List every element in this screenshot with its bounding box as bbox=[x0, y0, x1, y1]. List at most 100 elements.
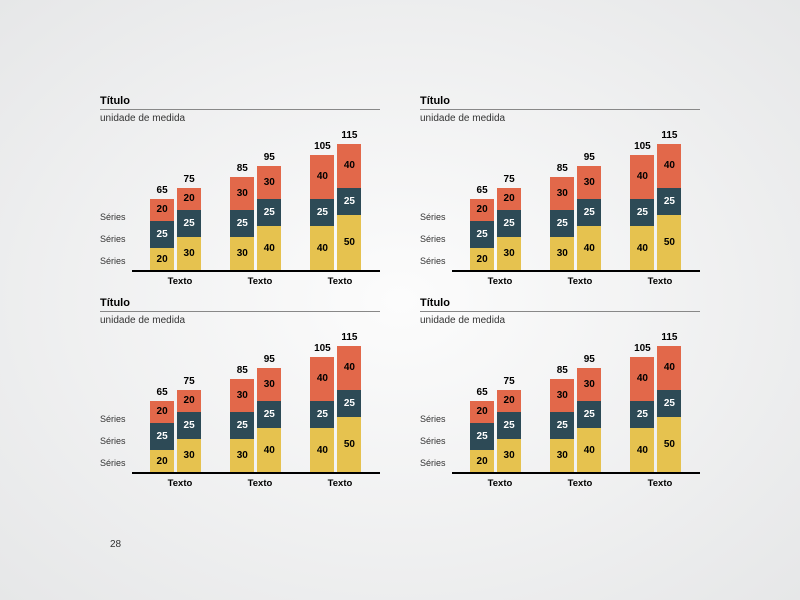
bar-segment: 40 bbox=[337, 346, 361, 390]
bar-segment: 25 bbox=[470, 423, 494, 451]
bar-total-label: 105 bbox=[310, 141, 334, 152]
stacked-bar: 20252065 bbox=[150, 199, 174, 271]
plot-area: SériesSériesSéries2025206530252075302530… bbox=[100, 332, 380, 474]
bar-segment: 30 bbox=[257, 368, 281, 401]
stacked-bar: 30252075 bbox=[177, 188, 201, 271]
bar-segment: 20 bbox=[150, 401, 174, 423]
page-number: 28 bbox=[110, 539, 121, 550]
bar-segment: 25 bbox=[150, 221, 174, 249]
plot: 2025206530252075302530854025309540254010… bbox=[132, 130, 380, 272]
series-label: Séries bbox=[420, 436, 446, 446]
bar-segment: 30 bbox=[497, 237, 521, 270]
title-rule bbox=[100, 311, 380, 312]
stacked-bar: 402540105 bbox=[630, 155, 654, 271]
bar-segment: 40 bbox=[337, 144, 361, 188]
bar-total-label: 95 bbox=[257, 354, 281, 365]
x-axis-labels: TextoTextoTexto bbox=[420, 478, 700, 489]
stacked-bar: 30252075 bbox=[497, 390, 521, 473]
x-axis-labels: TextoTextoTexto bbox=[420, 276, 700, 287]
stacked-bar: 40253095 bbox=[577, 368, 601, 473]
bar-segment: 30 bbox=[550, 177, 574, 210]
chart-title: Título bbox=[100, 95, 380, 107]
stacked-bar: 402540105 bbox=[630, 357, 654, 473]
bar-segment: 40 bbox=[257, 428, 281, 472]
bar-total-label: 65 bbox=[150, 387, 174, 398]
bar-segment: 25 bbox=[657, 390, 681, 418]
bar-total-label: 85 bbox=[230, 163, 254, 174]
bar-total-label: 115 bbox=[337, 332, 361, 343]
series-label: Séries bbox=[100, 436, 126, 446]
plot: 2025206530252075302530854025309540254010… bbox=[452, 332, 700, 474]
bar-segment: 25 bbox=[230, 412, 254, 440]
chart-title: Título bbox=[100, 297, 380, 309]
bar-segment: 20 bbox=[150, 199, 174, 221]
chart-subtitle: unidade de medida bbox=[100, 315, 380, 326]
bar-segment: 30 bbox=[230, 379, 254, 412]
bar-segment: 25 bbox=[150, 423, 174, 451]
bar-segment: 20 bbox=[177, 390, 201, 412]
bar-segment: 25 bbox=[310, 401, 334, 429]
bar-segment: 40 bbox=[310, 226, 334, 270]
x-axis-label: Texto bbox=[488, 478, 513, 489]
series-label: Séries bbox=[100, 234, 126, 244]
bar-segment: 20 bbox=[497, 390, 521, 412]
bar-total-label: 115 bbox=[657, 332, 681, 343]
stacked-bar-chart: Títulounidade de medidaSériesSériesSérie… bbox=[420, 297, 700, 489]
bar-total-label: 65 bbox=[470, 185, 494, 196]
bar-segment: 20 bbox=[150, 450, 174, 472]
bar-group: 3025308540253095 bbox=[550, 368, 601, 473]
x-axis-labels: TextoTextoTexto bbox=[100, 478, 380, 489]
stacked-bar: 502540115 bbox=[657, 144, 681, 271]
bar-segment: 25 bbox=[577, 401, 601, 429]
chart-subtitle: unidade de medida bbox=[420, 113, 700, 124]
bar-segment: 50 bbox=[657, 417, 681, 472]
stacked-bar-chart: Títulounidade de medidaSériesSériesSérie… bbox=[100, 297, 380, 489]
stacked-bar: 402540105 bbox=[310, 155, 334, 271]
stacked-bar: 502540115 bbox=[337, 144, 361, 271]
bar-total-label: 85 bbox=[550, 365, 574, 376]
bar-segment: 30 bbox=[230, 177, 254, 210]
bar-total-label: 75 bbox=[177, 174, 201, 185]
bar-segment: 30 bbox=[577, 368, 601, 401]
x-axis-label: Texto bbox=[248, 478, 273, 489]
bar-group: 302530 8540253095 bbox=[230, 166, 281, 271]
stacked-bar: 40253095 bbox=[257, 368, 281, 473]
bar-segment: 50 bbox=[337, 215, 361, 270]
bar-segment: 40 bbox=[630, 428, 654, 472]
bar-segment: 40 bbox=[257, 226, 281, 270]
bar-total-label: 75 bbox=[497, 376, 521, 387]
bar-group: 2025206530252075 bbox=[470, 390, 521, 473]
bar-segment: 30 bbox=[230, 237, 254, 270]
series-label: Séries bbox=[420, 414, 446, 424]
plot-area: SériesSériesSéries2025206530252075302530… bbox=[100, 130, 380, 272]
bar-segment: 25 bbox=[177, 210, 201, 238]
bar-segment: 25 bbox=[657, 188, 681, 216]
bar-group: 2025206530252075 bbox=[150, 188, 201, 271]
plot-area: SériesSériesSéries2025206530252075302530… bbox=[420, 130, 700, 272]
bar-total-label: 65 bbox=[470, 387, 494, 398]
x-axis-label: Texto bbox=[248, 276, 273, 287]
bar-segment: 25 bbox=[177, 412, 201, 440]
bar-segment: 40 bbox=[630, 357, 654, 401]
bar-total-label: 105 bbox=[310, 343, 334, 354]
bar-segment: 25 bbox=[630, 199, 654, 227]
x-axis-label: Texto bbox=[648, 276, 673, 287]
stacked-bar: 40253095 bbox=[257, 166, 281, 271]
bar-segment: 40 bbox=[630, 226, 654, 270]
bar-segment: 40 bbox=[577, 226, 601, 270]
bar-segment: 40 bbox=[577, 428, 601, 472]
bar-segment: 25 bbox=[470, 221, 494, 249]
bar-segment: 20 bbox=[470, 450, 494, 472]
chart-title: Título bbox=[420, 297, 700, 309]
bar-segment: 25 bbox=[257, 199, 281, 227]
bar-total-label: 75 bbox=[497, 174, 521, 185]
bar-total-label: 105 bbox=[630, 141, 654, 152]
bar-segment: 50 bbox=[657, 215, 681, 270]
bar-group: 3025308540253095 bbox=[230, 368, 281, 473]
series-labels: SériesSériesSéries bbox=[420, 212, 446, 266]
bar-segment: 30 bbox=[577, 166, 601, 199]
chart-subtitle: unidade de medida bbox=[100, 113, 380, 124]
bar-total-label: 65 bbox=[150, 185, 174, 196]
series-label: Séries bbox=[420, 458, 446, 468]
bar-total-label: 115 bbox=[657, 130, 681, 141]
